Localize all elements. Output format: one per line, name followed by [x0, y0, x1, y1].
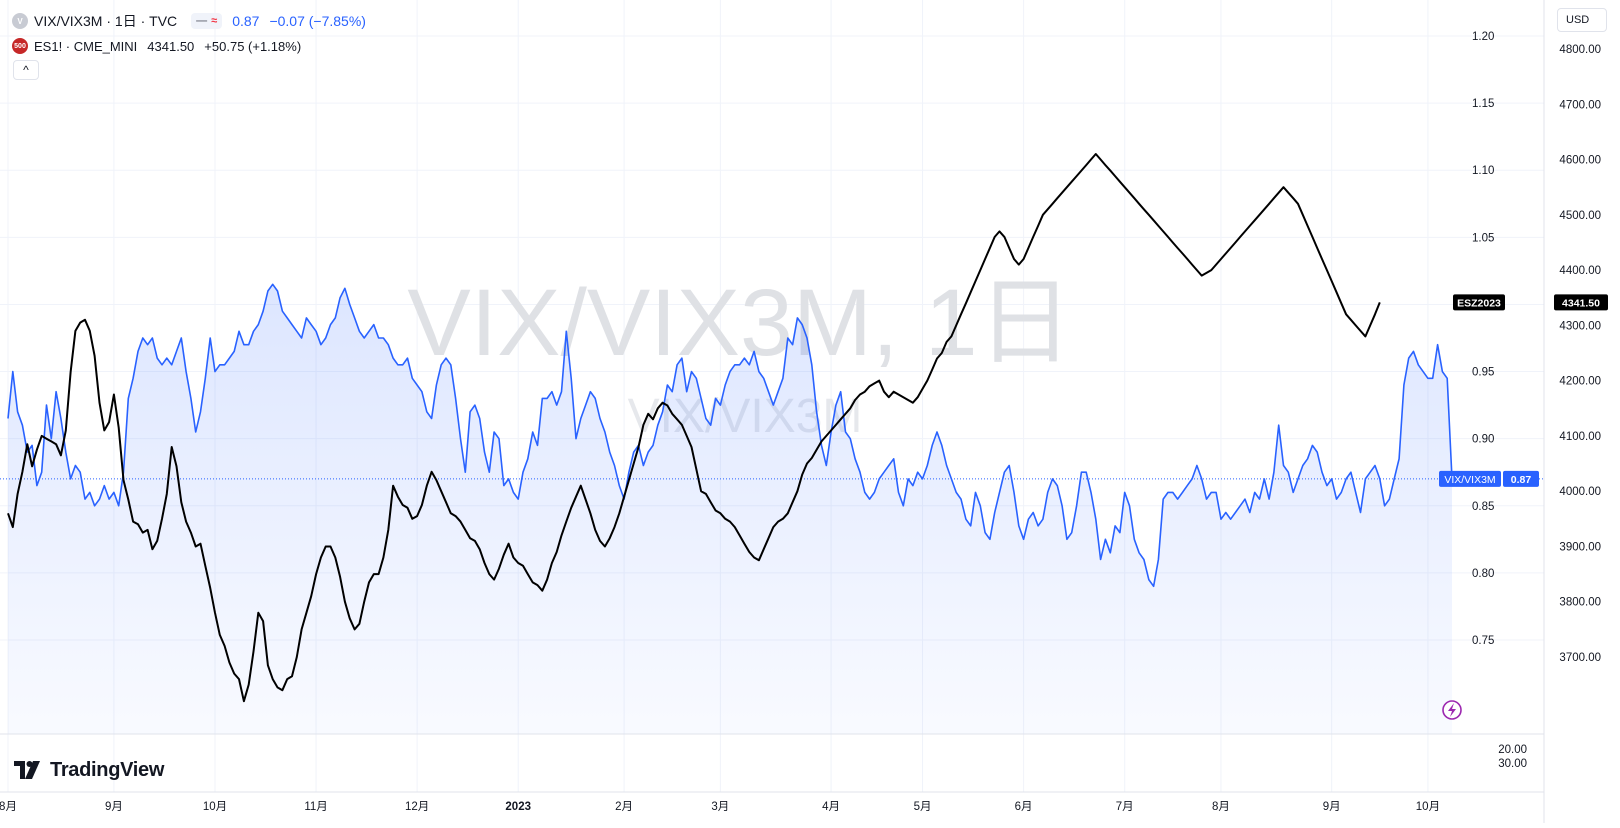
right-axis-tick: 4400.00: [1559, 265, 1601, 277]
legend-main-symbol[interactable]: VIX/VIX3M · 1日 · TVC: [34, 13, 178, 29]
vix-area-fill: [8, 284, 1452, 734]
vix-symbol-tag: VIX/VIX3M: [1439, 470, 1501, 487]
price-tags: ESZ2023 4341.50 VIX/VIX3M 0.87: [1439, 294, 1608, 487]
time-axis-tick: 9月: [105, 801, 123, 813]
legend-main[interactable]: V VIX/VIX3M · 1日 · TVC — ≈ 0.87 −0.07 (−…: [12, 11, 366, 31]
right-axis-tick: 3700.00: [1559, 652, 1601, 664]
right-axis-tick: 4700.00: [1559, 99, 1601, 111]
es-series-line[interactable]: [7, 153, 1381, 703]
time-axis-tick: 10月: [203, 801, 227, 813]
es-symbol-tag: ESZ2023: [1453, 294, 1505, 311]
currency-selector[interactable]: USD: [1557, 8, 1607, 32]
legend-main-value: 0.87: [232, 13, 260, 29]
right-axis-tick: 3900.00: [1559, 541, 1601, 553]
right-axis-tick: 4800.00: [1559, 44, 1601, 56]
left-axis-tick: 0.80: [1472, 568, 1494, 580]
legend-compare[interactable]: 500 ES1! · CME_MINI 4341.50 +50.75 (+1.1…: [12, 36, 301, 56]
legend-collapse-button[interactable]: ^: [13, 60, 39, 80]
left-axis-tick: 1.20: [1472, 31, 1494, 43]
lower-pane-tick: 30.00: [1498, 758, 1527, 770]
svg-text:VIX/VIX3M: VIX/VIX3M: [1444, 474, 1495, 486]
legend-main-change: −0.07 (−7.85%): [269, 13, 366, 29]
right-axis-tick: 4000.00: [1559, 486, 1601, 498]
left-axis-tick: 1.10: [1472, 165, 1494, 177]
symbol-logo-icon: 500: [12, 38, 28, 54]
time-axis[interactable]: 8月 9月 10月 11月 12月 2023 2月 3月 4月 5月 6月 7月 8月 9月 10月: [0, 801, 1440, 813]
left-axis-tick: 0.75: [1472, 635, 1494, 647]
vix-series-line[interactable]: [7, 283, 1453, 588]
right-axis-tick: 4100.00: [1559, 431, 1601, 443]
time-axis-tick: 2月: [615, 801, 633, 813]
time-axis-tick: 6月: [1015, 801, 1033, 813]
right-axis-tick: 4600.00: [1559, 155, 1601, 167]
es-value-tag: 4341.50: [1554, 294, 1608, 311]
right-axis-tick: 4500.00: [1559, 210, 1601, 222]
time-axis-tick: 8月: [0, 801, 17, 813]
time-axis-tick: 11月: [304, 801, 327, 813]
watermark: VIX/VIX3M, 1日 VIX/VIX3M: [407, 270, 1072, 443]
vix-value-tag: 0.87: [1503, 470, 1539, 487]
legend-compare-symbol[interactable]: ES1! · CME_MINI: [34, 38, 138, 54]
right-axis-tick: 4300.00: [1559, 320, 1601, 332]
wave-icon[interactable]: ≈: [211, 15, 218, 27]
time-axis-tick: 12月: [405, 801, 429, 813]
time-axis-tick: 7月: [1116, 801, 1134, 813]
lower-pane-tick: 20.00: [1498, 744, 1527, 756]
alert-bolt-icon[interactable]: [1442, 700, 1462, 720]
svg-text:ESZ2023: ESZ2023: [1457, 297, 1501, 309]
lower-pane-axis: 20.00 30.00: [1498, 744, 1527, 770]
time-axis-tick: 4月: [822, 801, 840, 813]
left-axis-tick: 1.15: [1472, 98, 1494, 110]
left-axis-tick: 1.05: [1472, 232, 1494, 244]
svg-text:4341.50: 4341.50: [1562, 297, 1600, 309]
symbol-logo-icon: V: [12, 13, 28, 29]
legend-visibility-pill[interactable]: — ≈: [191, 13, 223, 29]
left-axis-tick: 0.85: [1472, 501, 1494, 513]
time-axis-tick: 5月: [914, 801, 932, 813]
left-axis-tick: 0.90: [1472, 434, 1494, 446]
time-axis-tick: 8月: [1212, 801, 1230, 813]
right-axis-tick: 3800.00: [1559, 597, 1601, 609]
time-axis-tick: 10月: [1416, 801, 1440, 813]
legend-compare-value: 4341.50: [147, 38, 195, 54]
time-axis-tick: 9月: [1323, 801, 1341, 813]
right-price-axis[interactable]: 4800.00 4700.00 4600.00 4500.00 4400.00 4300.…: [1559, 44, 1601, 664]
tradingview-logo-icon: [14, 761, 40, 779]
chevron-up-icon: ^: [23, 63, 29, 77]
right-axis-tick: 4200.00: [1559, 376, 1601, 388]
minus-icon[interactable]: —: [196, 15, 208, 27]
legend-compare-change: +50.75 (+1.18%): [204, 38, 302, 54]
series-layer: [0, 153, 1544, 734]
svg-text:0.87: 0.87: [1511, 474, 1532, 486]
watermark-main: VIX/VIX3M, 1日: [407, 270, 1072, 376]
tradingview-logo[interactable]: TradingView: [14, 758, 164, 782]
time-axis-tick: 2023: [505, 801, 531, 813]
currency-label: USD: [1566, 14, 1590, 26]
brand-name: TradingView: [50, 758, 165, 781]
time-axis-tick: 3月: [711, 801, 729, 813]
left-axis-tick: 0.95: [1472, 367, 1494, 379]
